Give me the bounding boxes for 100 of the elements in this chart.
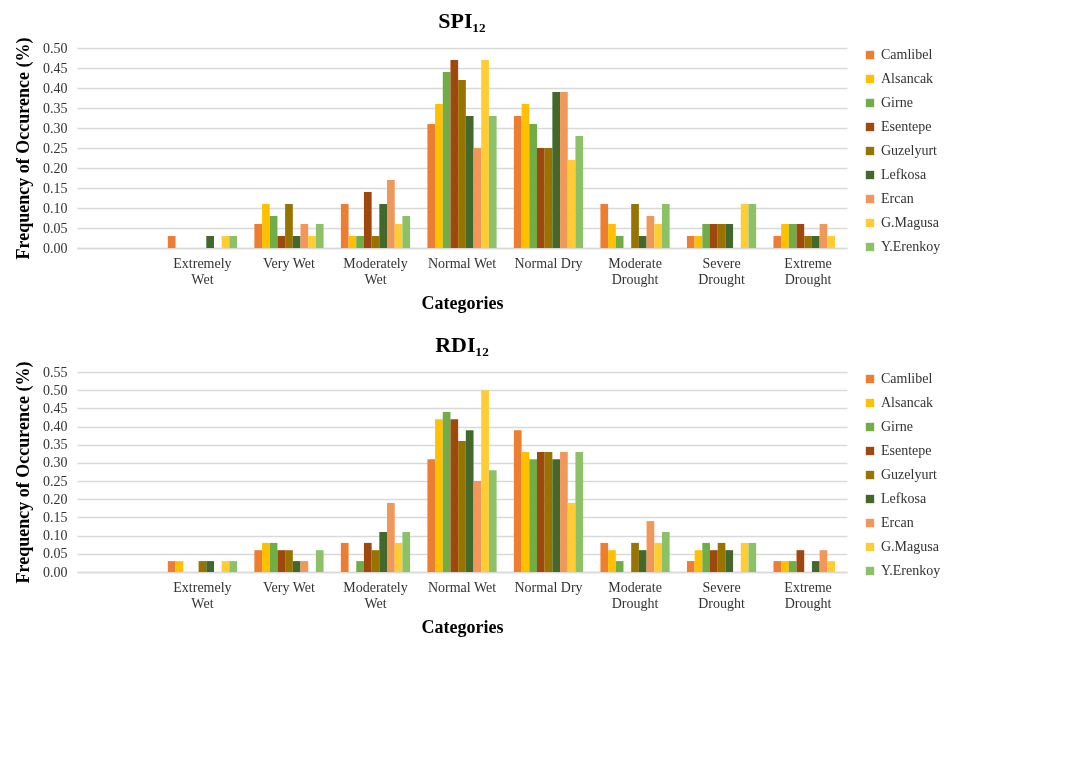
bar	[450, 60, 459, 248]
x-tick-label: Moderate Drought	[608, 579, 662, 611]
bar	[513, 430, 522, 572]
bar	[646, 521, 655, 572]
x-tick-label: Normal Dry	[514, 255, 583, 271]
bar	[827, 561, 835, 572]
y-tick-label: 0.50	[43, 40, 68, 56]
bar	[788, 224, 797, 248]
x-tick-label: Normal Wet	[427, 579, 497, 595]
bar	[600, 204, 609, 248]
bar	[600, 542, 609, 572]
legend-label: Camlibel	[881, 47, 933, 62]
bar	[552, 459, 561, 572]
bar	[631, 542, 639, 572]
bar	[646, 216, 655, 248]
bar	[529, 459, 537, 572]
legend-label: Y.Erenkoy	[881, 563, 941, 578]
bar	[198, 561, 207, 572]
x-tick-label: Moderate Drought	[608, 255, 662, 287]
bar	[560, 452, 568, 572]
bar	[387, 502, 395, 572]
bar	[356, 236, 364, 248]
y-tick-label: 0.05	[43, 546, 68, 562]
y-tick-label: 0.30	[43, 120, 68, 136]
chart-title: RDI₁₂	[435, 332, 490, 358]
bar	[481, 390, 489, 572]
bar	[788, 561, 797, 572]
bar	[473, 148, 482, 248]
bar	[710, 224, 718, 248]
bar	[442, 72, 451, 248]
bar	[740, 542, 749, 572]
bar	[379, 204, 388, 248]
bar	[315, 550, 324, 572]
bar	[262, 204, 270, 248]
bar	[269, 542, 278, 572]
x-tick-label: Extremely Wet	[173, 255, 232, 287]
bar	[340, 542, 349, 572]
bar	[308, 236, 316, 248]
bar	[819, 224, 828, 248]
x-tick-label: Severe Drought	[698, 579, 745, 611]
bar	[206, 236, 214, 248]
legend-label: Lefkosa	[881, 167, 927, 182]
bar	[450, 419, 459, 572]
bar	[615, 561, 624, 572]
y-axis-title: Frequency of Occurence (%)	[13, 361, 34, 584]
bar	[811, 561, 820, 572]
bar	[402, 532, 411, 572]
bar	[521, 104, 530, 248]
legend-label: Girne	[881, 95, 913, 110]
bar	[465, 116, 474, 248]
bar	[781, 561, 789, 572]
bar	[575, 136, 584, 248]
bar	[536, 148, 545, 248]
bar	[206, 561, 214, 572]
bar	[167, 236, 176, 248]
legend-label: Guzelyurt	[881, 143, 938, 158]
legend-label: Alsancak	[881, 71, 934, 86]
bar	[661, 532, 670, 572]
bar	[740, 204, 749, 248]
bar	[285, 204, 293, 248]
bar	[661, 204, 670, 248]
bar	[292, 561, 301, 572]
x-tick-label: Very Wet	[263, 255, 316, 271]
bar	[175, 561, 184, 572]
bar	[262, 542, 270, 572]
bar	[575, 452, 584, 572]
y-tick-label: 0.10	[43, 200, 68, 216]
y-tick-label: 0.15	[43, 509, 68, 525]
bar	[277, 236, 286, 248]
bar	[773, 561, 782, 572]
bar	[465, 430, 474, 572]
y-tick-label: 0.35	[43, 100, 68, 116]
bar	[638, 236, 647, 248]
legend-label: Alsancak	[881, 395, 934, 410]
y-tick-label: 0.00	[43, 240, 68, 256]
bar	[458, 441, 466, 572]
bar	[488, 116, 497, 248]
bar	[402, 216, 411, 248]
bar	[442, 412, 451, 572]
x-tick-label: Moderately Wet	[343, 255, 408, 287]
bar	[654, 542, 662, 572]
legend-label: Lefkosa	[881, 491, 927, 506]
bar	[567, 502, 576, 572]
bar	[725, 224, 734, 248]
bar	[221, 561, 230, 572]
y-tick-label: 0.20	[43, 491, 68, 507]
legend-label: Girne	[881, 419, 913, 434]
legend-label: G.Magusa	[881, 215, 940, 230]
legend-label: Ercan	[881, 191, 914, 206]
bar	[269, 216, 278, 248]
y-tick-label: 0.20	[43, 160, 68, 176]
bar	[435, 419, 443, 572]
bar	[544, 452, 553, 572]
bar	[686, 561, 695, 572]
bar	[292, 236, 301, 248]
x-tick-label: Very Wet	[263, 579, 316, 595]
bar	[536, 452, 545, 572]
bar	[315, 224, 324, 248]
bar	[394, 224, 403, 248]
bar	[552, 92, 561, 248]
